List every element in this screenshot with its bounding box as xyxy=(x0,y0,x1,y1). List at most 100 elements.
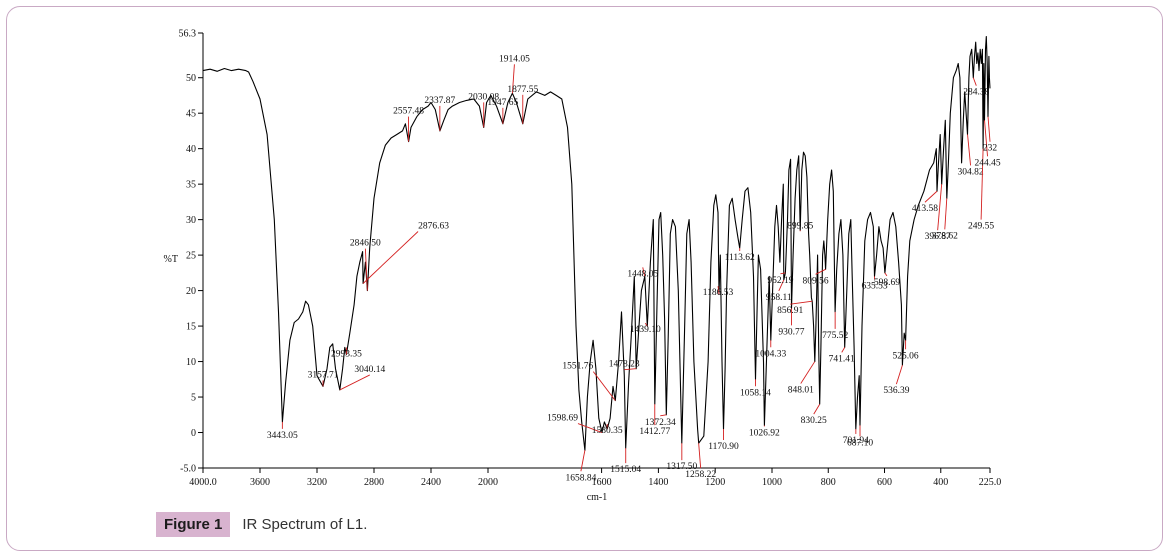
x-tick-label: 2400 xyxy=(421,477,441,488)
y-axis-label: %T xyxy=(164,254,178,265)
peak-marker xyxy=(813,403,821,415)
y-tick-label: 45 xyxy=(186,109,196,120)
peak-marker xyxy=(972,77,977,86)
peak-label: 701.94 xyxy=(843,436,869,446)
y-tick-label: 5 xyxy=(191,393,196,404)
peak-marker xyxy=(895,364,903,385)
peak-marker xyxy=(937,184,943,231)
x-tick-label: 3200 xyxy=(307,477,327,488)
peak-marker xyxy=(841,347,846,353)
peak-label: 1877.55 xyxy=(507,85,538,95)
peak-label: 1448.05 xyxy=(627,269,658,279)
peak-marker xyxy=(815,268,826,275)
x-tick-label: 3600 xyxy=(250,477,270,488)
y-tick-label: 50 xyxy=(186,73,196,84)
peak-label: 1372.34 xyxy=(645,418,676,428)
y-tick-label: 10 xyxy=(186,357,196,368)
peak-label: 1914.05 xyxy=(499,54,530,64)
y-tick-label: 30 xyxy=(186,215,196,226)
x-tick-label: 1400 xyxy=(648,477,668,488)
figure-badge: Figure 1 xyxy=(156,512,231,537)
peak-label: 952.19 xyxy=(767,276,793,286)
peak-label: 598.69 xyxy=(874,278,900,288)
peak-label: 1186.53 xyxy=(703,288,734,298)
y-tick-label: 56.3 xyxy=(179,29,197,40)
peak-label: 284.38 xyxy=(963,88,989,98)
peak-label: 930.77 xyxy=(778,327,804,337)
peak-label: 1551.76 xyxy=(562,362,593,372)
peak-label: 2846.50 xyxy=(350,239,381,249)
peak-label: 809.56 xyxy=(803,276,829,286)
peak-label: 1058.14 xyxy=(740,388,771,398)
peak-label: 378.62 xyxy=(932,231,958,241)
peak-label: 249.55 xyxy=(968,222,994,232)
peak-marker xyxy=(644,322,648,327)
peak-label: 1598.69 xyxy=(547,414,578,424)
peak-label: 775.52 xyxy=(822,331,848,341)
peak-label: 3040.14 xyxy=(354,365,385,375)
x-tick-label: 1600 xyxy=(592,477,612,488)
peak-label: 687.10 xyxy=(847,438,873,448)
x-axis-label: cm-1 xyxy=(587,492,608,503)
peak-label: 413.58 xyxy=(912,204,938,214)
y-tick-label: 35 xyxy=(186,180,196,191)
peak-marker xyxy=(884,272,888,277)
y-tick-label: 20 xyxy=(186,286,196,297)
peak-label: 2876.63 xyxy=(418,221,449,231)
peak-label: 2557.48 xyxy=(393,107,424,117)
y-tick-label: 0 xyxy=(191,428,196,439)
figure-caption-text: IR Spectrum of L1. xyxy=(242,516,368,533)
peak-marker xyxy=(698,443,702,469)
x-tick-label: 225.0 xyxy=(979,477,1002,488)
spectrum-line xyxy=(202,35,991,451)
peak-label: 856.91 xyxy=(777,306,803,316)
peak-marker xyxy=(717,286,720,295)
peak-marker xyxy=(624,368,637,371)
peak-marker xyxy=(924,190,938,203)
peak-marker xyxy=(364,248,368,291)
peak-label: 2993.35 xyxy=(331,349,362,359)
x-tick-label: 2000 xyxy=(478,477,498,488)
peak-label: 536.39 xyxy=(883,386,909,396)
figure-frame xyxy=(6,6,1163,551)
peak-marker xyxy=(967,134,971,166)
peak-label: 396.87 xyxy=(925,232,951,242)
peak-label: 1439.10 xyxy=(630,325,661,335)
peak-label: 1317.50 xyxy=(666,462,697,472)
x-tick-label: 4000.0 xyxy=(189,477,217,488)
x-tick-label: 1200 xyxy=(705,477,725,488)
peak-label: 1947.65 xyxy=(487,98,518,108)
peak-label: 635.53 xyxy=(861,281,887,291)
peak-label: 1113.62 xyxy=(725,253,755,263)
peak-label: 830.25 xyxy=(801,416,827,426)
peak-marker xyxy=(790,300,813,305)
peak-marker xyxy=(980,148,984,220)
peak-label: 525.06 xyxy=(893,351,919,361)
peak-label: 1412.77 xyxy=(639,427,670,437)
y-tick-label: -5.0 xyxy=(180,464,196,475)
peak-label: 1580.35 xyxy=(592,426,623,436)
peak-marker xyxy=(984,120,988,157)
peak-marker xyxy=(660,414,667,417)
peak-label: 1170.90 xyxy=(708,442,739,452)
peak-marker xyxy=(511,64,515,94)
peak-label: 1004.33 xyxy=(755,349,786,359)
peak-label: 1026.92 xyxy=(749,428,780,438)
peak-marker xyxy=(362,231,419,284)
peak-label: 1478.23 xyxy=(609,360,640,370)
peak-label: 2030.08 xyxy=(468,92,499,102)
y-tick-label: 15 xyxy=(186,322,196,333)
peak-label: 1515.04 xyxy=(610,465,641,475)
x-tick-label: 1000 xyxy=(762,477,782,488)
peak-marker xyxy=(987,116,991,142)
figure-caption: Figure 1 IR Spectrum of L1. xyxy=(156,512,367,537)
x-tick-label: 600 xyxy=(877,477,892,488)
peak-marker xyxy=(339,374,370,391)
peak-label: 1658.84 xyxy=(565,473,596,483)
x-tick-label: 800 xyxy=(821,477,836,488)
peak-marker xyxy=(642,267,646,277)
peak-marker xyxy=(592,371,616,401)
peak-label: 3443.05 xyxy=(267,431,298,441)
peak-label: 304.82 xyxy=(957,167,983,177)
